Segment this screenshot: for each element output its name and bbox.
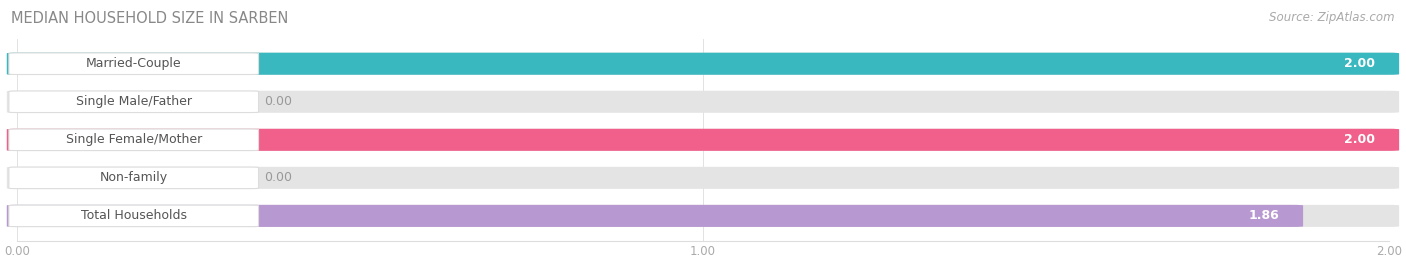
Text: MEDIAN HOUSEHOLD SIZE IN SARBEN: MEDIAN HOUSEHOLD SIZE IN SARBEN <box>11 11 288 26</box>
FancyBboxPatch shape <box>7 53 1399 75</box>
Text: Married-Couple: Married-Couple <box>86 57 181 70</box>
Text: 0.00: 0.00 <box>264 171 292 184</box>
Text: Source: ZipAtlas.com: Source: ZipAtlas.com <box>1270 11 1395 24</box>
FancyBboxPatch shape <box>8 129 259 151</box>
FancyBboxPatch shape <box>7 91 1399 113</box>
FancyBboxPatch shape <box>7 205 1303 227</box>
Text: 0.00: 0.00 <box>264 95 292 108</box>
FancyBboxPatch shape <box>8 53 259 75</box>
Text: Non-family: Non-family <box>100 171 167 184</box>
Text: 2.00: 2.00 <box>1344 133 1375 146</box>
FancyBboxPatch shape <box>7 129 1399 151</box>
Text: 2.00: 2.00 <box>1344 57 1375 70</box>
FancyBboxPatch shape <box>7 205 1399 227</box>
FancyBboxPatch shape <box>7 167 1399 189</box>
FancyBboxPatch shape <box>8 167 259 189</box>
FancyBboxPatch shape <box>8 91 259 113</box>
FancyBboxPatch shape <box>7 53 1399 75</box>
Text: 1.86: 1.86 <box>1249 209 1279 222</box>
Text: Single Male/Father: Single Male/Father <box>76 95 191 108</box>
FancyBboxPatch shape <box>7 129 1399 151</box>
FancyBboxPatch shape <box>8 205 259 227</box>
Text: Total Households: Total Households <box>80 209 187 222</box>
Text: Single Female/Mother: Single Female/Mother <box>66 133 202 146</box>
